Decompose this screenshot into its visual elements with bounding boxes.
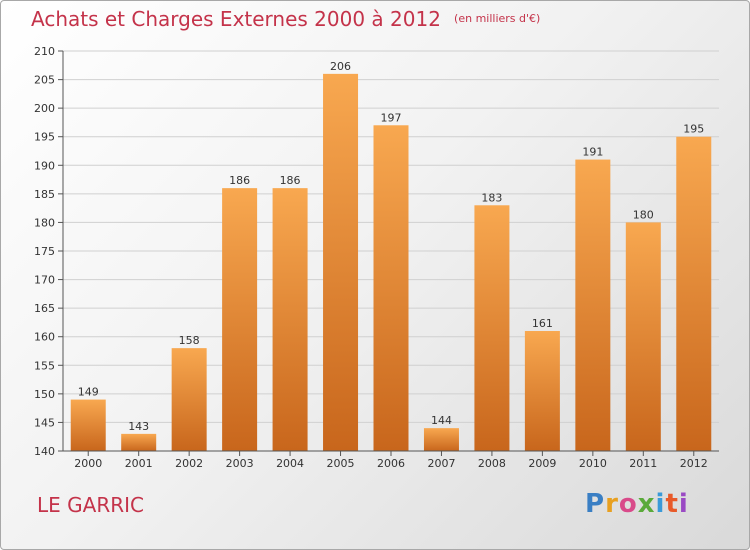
- bar: [524, 331, 560, 451]
- bar-value-label: 158: [179, 334, 200, 347]
- x-tick-label: 2012: [680, 457, 708, 470]
- x-tick-label: 2005: [327, 457, 355, 470]
- x-tick-label: 2002: [175, 457, 203, 470]
- x-tick-label: 2007: [427, 457, 455, 470]
- bar-value-label: 144: [431, 414, 452, 427]
- y-tick-label: 145: [34, 416, 55, 429]
- logo-letter: i: [655, 489, 666, 519]
- y-tick-label: 155: [34, 359, 55, 372]
- bar-value-label: 161: [532, 317, 553, 330]
- bar: [575, 159, 611, 452]
- y-tick-label: 160: [34, 331, 55, 344]
- logo-letter: P: [585, 489, 606, 519]
- y-tick-label: 205: [34, 74, 55, 87]
- x-tick-label: 2003: [226, 457, 254, 470]
- x-tick-label: 2006: [377, 457, 405, 470]
- x-tick-label: 2000: [74, 457, 102, 470]
- bar-value-label: 186: [229, 174, 250, 187]
- logo-letter: r: [605, 489, 619, 519]
- logo-letter: t: [665, 489, 679, 519]
- logo-letter: o: [618, 489, 638, 519]
- bar-value-label: 191: [582, 146, 603, 159]
- y-tick-label: 185: [34, 188, 55, 201]
- bar: [625, 222, 661, 451]
- bar: [70, 399, 106, 451]
- city-name: LE GARRIC: [37, 493, 144, 517]
- bar: [121, 433, 157, 451]
- chart-title: Achats et Charges Externes 2000 à 2012: [31, 7, 441, 31]
- y-tick-label: 140: [34, 445, 55, 458]
- y-tick-label: 170: [34, 274, 55, 287]
- bar-value-label: 186: [280, 174, 301, 187]
- bar-value-label: 206: [330, 60, 351, 73]
- proxiti-logo: Proxiti: [585, 489, 689, 519]
- bars: 149 143 158 186 186 206 197 144 183 161 191 180 195: [70, 60, 712, 452]
- y-tick-label: 180: [34, 216, 55, 229]
- bar: [272, 188, 308, 451]
- y-tick-label: 195: [34, 131, 55, 144]
- chart-unit: (en milliers d'€): [454, 12, 541, 25]
- bar-value-label: 149: [78, 386, 99, 399]
- bar: [474, 205, 510, 451]
- bar: [676, 136, 712, 451]
- y-axis: 140 145 150 155 160 165 170 175 180 185 190 195 200 2…: [34, 45, 64, 458]
- x-tick-label: 2010: [579, 457, 607, 470]
- x-tick-label: 2008: [478, 457, 506, 470]
- y-tick-label: 150: [34, 388, 55, 401]
- x-tick-label: 2009: [528, 457, 556, 470]
- logo-letter: i: [678, 489, 689, 519]
- bar-chart: 1401451501551601651701751801851901952002…: [34, 45, 719, 470]
- bar-value-label: 183: [481, 191, 502, 204]
- y-tick-label: 175: [34, 245, 55, 258]
- x-tick-label: 2011: [629, 457, 657, 470]
- y-tick-label: 165: [34, 302, 55, 315]
- x-tick-label: 2001: [125, 457, 153, 470]
- bar-value-label: 180: [633, 208, 654, 221]
- bar-value-label: 143: [128, 420, 149, 433]
- y-tick-label: 200: [34, 102, 55, 115]
- y-tick-label: 210: [34, 45, 55, 58]
- bar: [373, 125, 409, 452]
- logo-letter: x: [637, 489, 656, 519]
- bar: [323, 73, 359, 451]
- x-axis: 2000 2001 2002 2003 2004 2005 2006 2007 2008 2009…: [63, 450, 719, 470]
- chart-header: Achats et Charges Externes 2000 à 2012 (…: [31, 7, 540, 31]
- bar: [222, 188, 258, 451]
- bar: [423, 428, 459, 451]
- bar-value-label: 195: [683, 123, 704, 136]
- x-tick-label: 2004: [276, 457, 304, 470]
- bar-value-label: 197: [381, 111, 402, 124]
- bar: [171, 348, 207, 451]
- y-tick-label: 190: [34, 159, 55, 172]
